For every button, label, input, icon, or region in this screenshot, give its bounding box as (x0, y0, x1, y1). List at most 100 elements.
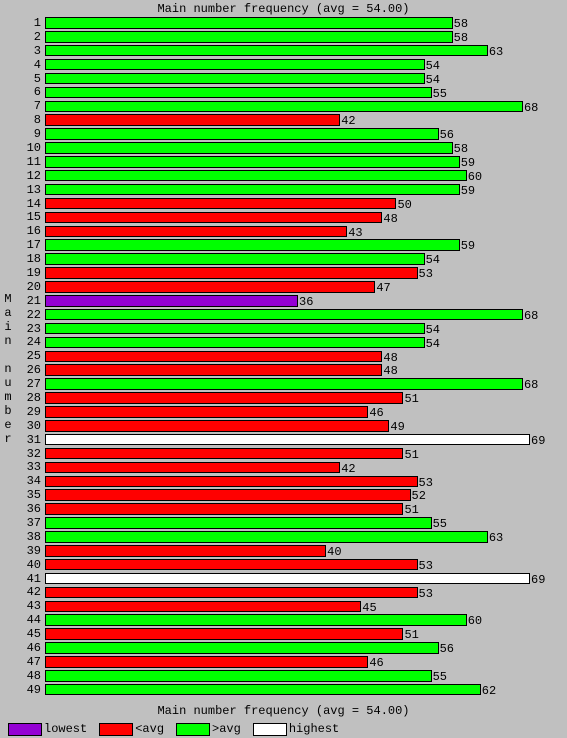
bar-category-label: 31 (17, 433, 41, 447)
bar: 51 (45, 503, 403, 515)
bar-row: 1643 (45, 224, 555, 238)
legend-label: highest (289, 722, 339, 736)
bar-row: 3755 (45, 516, 555, 530)
bar-category-label: 4 (17, 58, 41, 72)
bar-row: 3651 (45, 502, 555, 516)
bar-category-label: 47 (17, 655, 41, 669)
bar: 51 (45, 392, 403, 404)
bar: 69 (45, 573, 530, 585)
legend-item: >avg (176, 722, 241, 736)
bar: 58 (45, 142, 453, 154)
bar-row: 454 (45, 58, 555, 72)
bar: 58 (45, 17, 453, 29)
legend-swatch (176, 723, 210, 736)
bar: 54 (45, 59, 425, 71)
bar: 48 (45, 364, 382, 376)
bar-category-label: 29 (17, 405, 41, 419)
bar-row: 1548 (45, 210, 555, 224)
bar-category-label: 34 (17, 474, 41, 488)
bar: 54 (45, 337, 425, 349)
bar-row: 2548 (45, 349, 555, 363)
bar-category-label: 23 (17, 322, 41, 336)
bar: 48 (45, 212, 382, 224)
bar-row: 1450 (45, 197, 555, 211)
bar-category-label: 33 (17, 460, 41, 474)
bar-category-label: 46 (17, 641, 41, 655)
bar-row: 956 (45, 127, 555, 141)
legend-item: <avg (99, 722, 164, 736)
bar-row: 4656 (45, 641, 555, 655)
bar-row: 3251 (45, 447, 555, 461)
bar: 58 (45, 31, 453, 43)
bar-row: 2047 (45, 280, 555, 294)
bar-row: 4551 (45, 627, 555, 641)
bar: 56 (45, 128, 439, 140)
bar-row: 4746 (45, 655, 555, 669)
bar-category-label: 12 (17, 169, 41, 183)
bar-row: 2136 (45, 294, 555, 308)
bar-category-label: 49 (17, 683, 41, 697)
bar-row: 1359 (45, 183, 555, 197)
bar-row: 2648 (45, 363, 555, 377)
bar-row: 3049 (45, 419, 555, 433)
bar-category-label: 3 (17, 44, 41, 58)
bar: 68 (45, 309, 523, 321)
bar-category-label: 14 (17, 197, 41, 211)
bar-row: 3342 (45, 461, 555, 475)
bar: 49 (45, 420, 389, 432)
bars-area: 1582583634545546557688429561058115912601… (45, 16, 555, 697)
bar: 46 (45, 406, 368, 418)
bar-category-label: 30 (17, 419, 41, 433)
bar: 68 (45, 101, 523, 113)
bar-category-label: 45 (17, 627, 41, 641)
bar-row: 554 (45, 72, 555, 86)
bar-row: 4169 (45, 572, 555, 586)
bar: 62 (45, 684, 481, 696)
bar-category-label: 1 (17, 16, 41, 30)
chart-title-bottom: Main number frequency (avg = 54.00) (0, 704, 567, 718)
bar: 48 (45, 351, 382, 363)
bar: 63 (45, 531, 488, 543)
bar-row: 3863 (45, 530, 555, 544)
bar-category-label: 25 (17, 349, 41, 363)
bar-row: 2454 (45, 335, 555, 349)
bar-row: 4855 (45, 669, 555, 683)
legend-label: >avg (212, 722, 241, 736)
bar-category-label: 37 (17, 516, 41, 530)
bar-row: 1260 (45, 169, 555, 183)
bar: 40 (45, 545, 326, 557)
bar-row: 2268 (45, 308, 555, 322)
bar-row: 2768 (45, 377, 555, 391)
bar: 45 (45, 601, 361, 613)
bar-category-label: 20 (17, 280, 41, 294)
bar-row: 2354 (45, 322, 555, 336)
bar-category-label: 48 (17, 669, 41, 683)
bar-row: 3552 (45, 488, 555, 502)
bar-row: 4460 (45, 613, 555, 627)
bar-row: 2946 (45, 405, 555, 419)
bar: 59 (45, 156, 460, 168)
bar-category-label: 28 (17, 391, 41, 405)
bar-row: 2851 (45, 391, 555, 405)
bar: 53 (45, 587, 418, 599)
bar-row: 4053 (45, 558, 555, 572)
bar-category-label: 7 (17, 99, 41, 113)
bar-category-label: 39 (17, 544, 41, 558)
bar-row: 1159 (45, 155, 555, 169)
bar: 54 (45, 253, 425, 265)
bar-category-label: 16 (17, 224, 41, 238)
bar-row: 1854 (45, 252, 555, 266)
bar-row: 842 (45, 113, 555, 127)
frequency-chart: Main number frequency (avg = 54.00) Main… (0, 0, 567, 738)
bar: 47 (45, 281, 375, 293)
bar: 69 (45, 434, 530, 446)
bar-category-label: 13 (17, 183, 41, 197)
bar-row: 1759 (45, 238, 555, 252)
bar-row: 3940 (45, 544, 555, 558)
bar: 55 (45, 517, 432, 529)
bar: 43 (45, 226, 347, 238)
bar-category-label: 9 (17, 127, 41, 141)
bar: 59 (45, 239, 460, 251)
legend-label: <avg (135, 722, 164, 736)
legend-label: lowest (44, 722, 87, 736)
